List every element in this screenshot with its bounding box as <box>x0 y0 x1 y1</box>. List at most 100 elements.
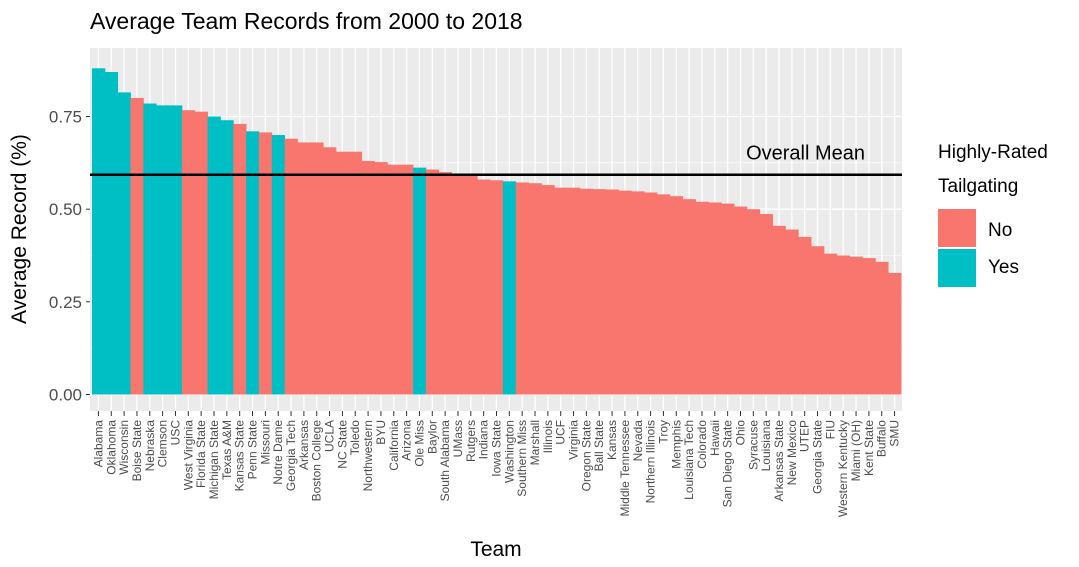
bar <box>310 142 324 395</box>
x-tick-label: FIU <box>823 420 837 439</box>
x-tick-label: NC State <box>335 420 349 469</box>
overall-mean-label: Overall Mean <box>746 143 865 165</box>
x-tick-label: Northwestern <box>361 420 375 491</box>
x-axis-title: Team <box>470 538 521 561</box>
bar <box>92 68 106 395</box>
x-tick-label: Florida State <box>194 420 208 488</box>
bar <box>836 255 851 395</box>
x-tick-label: Arkansas <box>297 420 311 470</box>
x-tick-label: Illinois <box>541 420 555 453</box>
bar <box>181 110 196 395</box>
legend-title-line-1: Highly-Rated <box>938 142 1048 163</box>
x-tick-label: Nebraska <box>143 420 157 472</box>
bar <box>605 189 619 395</box>
x-tick-label: Ball State <box>592 420 606 472</box>
x-tick-label: Kansas State <box>233 420 247 492</box>
bar <box>477 179 491 395</box>
bar <box>464 175 478 395</box>
x-tick-label: UCF <box>554 420 568 445</box>
x-tick-label: Middle Tennessee <box>618 420 632 517</box>
bar <box>695 201 709 395</box>
bar <box>554 187 568 395</box>
bar <box>528 183 542 395</box>
x-tick-label: Hawaii <box>708 420 722 456</box>
bar <box>618 190 632 395</box>
bar <box>669 196 684 395</box>
bar <box>849 256 863 395</box>
bar <box>169 105 183 395</box>
bar <box>644 192 658 395</box>
x-tick-label: Alabama <box>91 420 105 468</box>
bar <box>592 189 607 395</box>
legend-title-line-2: Tailgating <box>938 176 1018 197</box>
bar <box>502 181 517 395</box>
x-tick-label: Oregon State <box>579 420 593 492</box>
x-tick-label: Georgia Tech <box>284 420 298 491</box>
x-tick-label: USC <box>168 420 182 446</box>
bar <box>425 169 440 395</box>
x-tick-label: UTEP <box>798 420 812 452</box>
x-tick-label: West Virginia <box>181 420 195 491</box>
bar <box>798 236 812 395</box>
x-tick-label: Kansas <box>605 420 619 460</box>
x-tick-label: UCLA <box>323 420 337 452</box>
x-tick-label: San Diego State <box>721 420 735 508</box>
bar <box>117 92 131 395</box>
bar <box>130 97 144 395</box>
bar <box>387 164 401 395</box>
x-tick-label: Arkansas State <box>772 420 786 502</box>
bar <box>246 131 260 395</box>
x-tick-label: Indiana <box>477 420 491 460</box>
x-tick-label: California <box>387 420 401 471</box>
bar <box>875 261 889 395</box>
y-axis: 0.00 0.25 0.50 0.75 <box>49 108 90 405</box>
x-tick-label: South Alabama <box>438 420 452 502</box>
legend-label-yes: Yes <box>988 257 1019 278</box>
x-tick-label: Buffalo <box>875 420 889 457</box>
bar <box>657 194 671 395</box>
y-axis-title: Average Record (%) <box>8 134 31 324</box>
x-tick-label: UMass <box>451 420 465 457</box>
bar <box>862 258 876 395</box>
bar <box>361 160 375 395</box>
bar <box>759 213 773 395</box>
bar <box>888 272 902 395</box>
y-tick-label: 0.25 <box>49 293 82 312</box>
bar <box>515 182 530 395</box>
x-tick-label: Memphis <box>669 420 683 469</box>
bar <box>220 120 234 395</box>
bar <box>400 164 414 395</box>
bar <box>631 191 645 395</box>
x-tick-label: Boise State <box>130 420 144 482</box>
x-tick-label: Colorado <box>695 420 709 469</box>
bar <box>579 188 594 395</box>
bar <box>746 209 761 395</box>
x-tick-label: Troy <box>656 420 670 444</box>
x-tick-label: Oklahoma <box>104 420 118 475</box>
bar <box>348 151 363 395</box>
x-tick-label: Miami (OH) <box>849 420 863 481</box>
x-tick-label: Virginia <box>567 420 581 460</box>
x-tick-label: Louisiana <box>759 420 773 472</box>
x-tick-label: Toledo <box>348 420 362 456</box>
bar <box>823 253 838 395</box>
x-tick-label: Michigan State <box>207 420 221 500</box>
x-tick-label: Georgia State <box>811 420 825 494</box>
bar <box>104 72 119 395</box>
legend-key-no <box>938 209 976 247</box>
x-tick-label: New Mexico <box>785 420 799 486</box>
bar <box>811 246 825 395</box>
x-tick-label: Kent State <box>862 420 876 476</box>
bar <box>734 206 748 395</box>
x-tick-label: Iowa State <box>490 420 504 477</box>
x-tick-label: Rutgers <box>464 420 478 462</box>
bar <box>297 142 311 395</box>
bar <box>708 202 722 395</box>
x-tick-label: Clemson <box>156 420 170 467</box>
x-tick-label: Northern Illinois <box>644 420 658 503</box>
bar <box>567 187 581 395</box>
x-tick-label: Ohio <box>733 420 747 446</box>
bar <box>194 111 208 395</box>
